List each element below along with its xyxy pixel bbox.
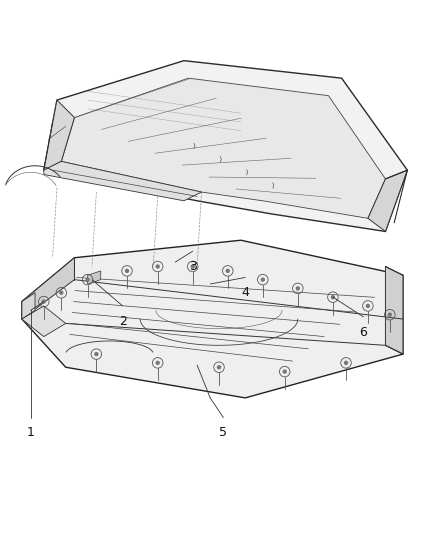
Circle shape: [125, 269, 129, 273]
Circle shape: [42, 300, 46, 304]
Circle shape: [344, 361, 348, 365]
Polygon shape: [385, 266, 403, 354]
Polygon shape: [368, 170, 407, 231]
Polygon shape: [22, 258, 74, 319]
Circle shape: [226, 269, 230, 273]
Text: 4: 4: [241, 286, 249, 299]
Polygon shape: [22, 306, 66, 336]
Circle shape: [94, 352, 99, 356]
Circle shape: [155, 264, 160, 269]
Circle shape: [85, 278, 90, 282]
Circle shape: [217, 365, 221, 369]
Polygon shape: [44, 161, 201, 201]
Circle shape: [296, 286, 300, 290]
Circle shape: [155, 361, 160, 365]
Text: 2: 2: [119, 314, 127, 328]
Polygon shape: [22, 240, 403, 398]
Circle shape: [366, 304, 370, 308]
Circle shape: [191, 264, 195, 269]
Text: 6: 6: [360, 326, 367, 338]
Polygon shape: [88, 271, 101, 284]
Circle shape: [261, 278, 265, 282]
Polygon shape: [44, 100, 74, 170]
Circle shape: [331, 295, 335, 300]
Text: 3: 3: [189, 260, 197, 273]
Text: 1: 1: [27, 426, 35, 439]
Polygon shape: [61, 78, 385, 219]
Polygon shape: [22, 293, 35, 319]
Circle shape: [283, 369, 287, 374]
Circle shape: [388, 312, 392, 317]
Text: 5: 5: [219, 426, 227, 439]
Polygon shape: [44, 61, 407, 231]
Circle shape: [59, 290, 64, 295]
